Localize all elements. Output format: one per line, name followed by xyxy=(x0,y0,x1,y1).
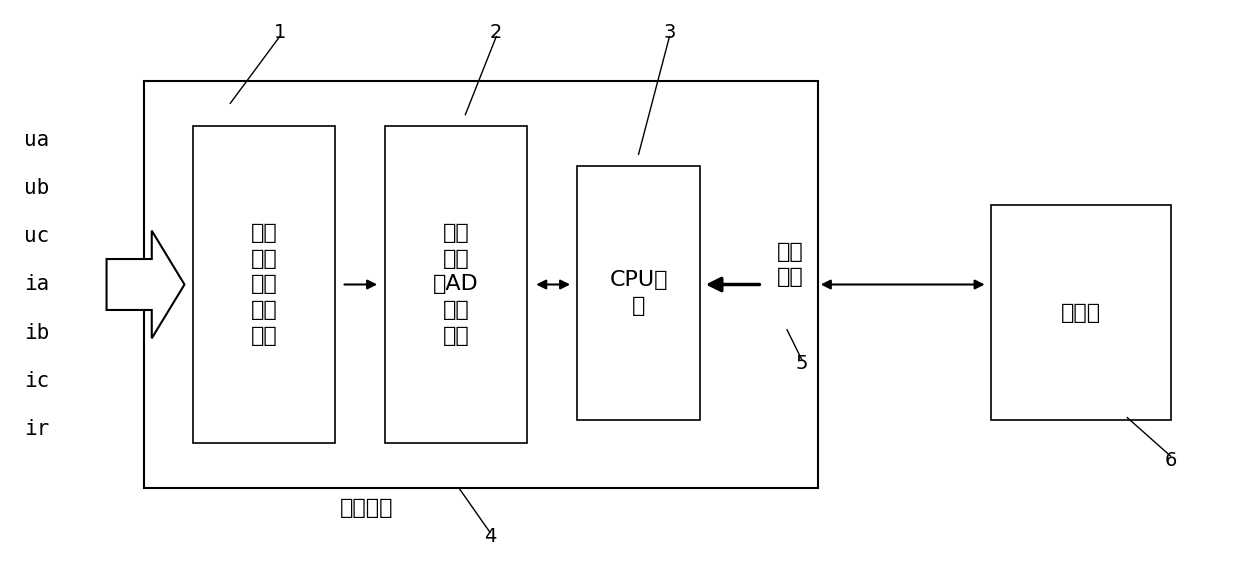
Bar xyxy=(144,81,818,488)
Text: ir: ir xyxy=(24,419,48,439)
Text: 3: 3 xyxy=(663,23,676,42)
Text: 5: 5 xyxy=(796,354,808,373)
Text: ub: ub xyxy=(24,178,48,198)
Text: 通信
网络: 通信 网络 xyxy=(777,242,804,287)
Text: 模拟
信号
前置
调理
系统: 模拟 信号 前置 调理 系统 xyxy=(250,223,278,346)
Bar xyxy=(384,126,527,443)
Text: ic: ic xyxy=(24,371,48,391)
Text: ib: ib xyxy=(24,323,48,343)
Bar xyxy=(193,126,336,443)
Text: 高速
采样
及AD
转换
系统: 高速 采样 及AD 转换 系统 xyxy=(433,223,479,346)
Text: 云平台: 云平台 xyxy=(1060,303,1101,323)
Bar xyxy=(991,205,1171,420)
Text: 感测装置: 感测装置 xyxy=(340,498,393,518)
Polygon shape xyxy=(107,230,185,339)
Text: CPU系
统: CPU系 统 xyxy=(609,270,668,316)
Text: 2: 2 xyxy=(490,23,502,42)
Text: ia: ia xyxy=(24,274,48,295)
Text: ua: ua xyxy=(24,130,48,150)
Text: uc: uc xyxy=(24,226,48,246)
Bar xyxy=(577,166,701,420)
Text: 1: 1 xyxy=(274,23,286,42)
Text: 4: 4 xyxy=(484,527,496,546)
Text: 6: 6 xyxy=(1164,451,1177,469)
